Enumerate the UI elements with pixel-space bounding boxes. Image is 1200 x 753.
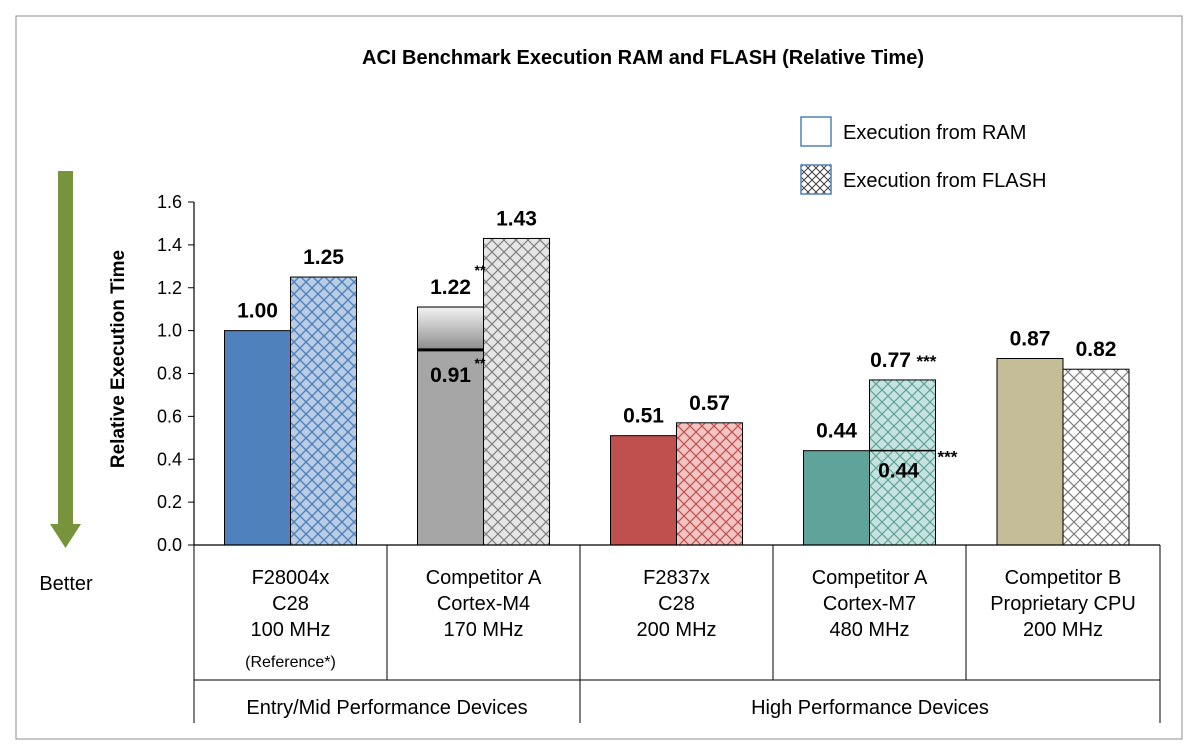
value-labels: 1.001.251.22**1.430.510.570.440.77 ***0.8… [237,207,1116,482]
x-tick-label: F28004x [252,567,330,589]
legend-label: Execution from FLASH [843,170,1046,192]
x-tick-label: Competitor A [426,567,542,589]
value-label-ram-4: 0.44 [816,420,857,443]
x-tick-label: C28 [272,593,309,615]
x-group-label: High Performance Devices [751,697,989,719]
y-tick-label: 0.2 [157,492,182,512]
x-tick-label: Cortex-M4 [437,593,530,615]
value-label-flash-5: 0.82 [1076,338,1117,361]
y-tick-label: 0.6 [157,406,182,426]
bar-flash-2 [483,237,550,546]
x-tick-label: C28 [658,593,695,615]
annotation-mark-2: *** [938,448,958,467]
legend: Execution from RAM Execution from FLASH [800,116,1046,195]
x-tick-note: (Reference*) [245,654,336,671]
x-tick-label: Competitor A [812,567,928,589]
value-label-flash-4: 0.77 [870,349,911,372]
value-label-ram-2: 1.22 [430,276,471,299]
bars [224,237,1130,546]
value-mark-flash-4: *** [917,352,937,371]
x-tick-label: 100 MHz [250,619,330,641]
chart-border [15,15,1183,740]
y-tick-label: 0.4 [157,449,182,469]
x-tick-label: 170 MHz [443,619,523,641]
legend-swatch [800,116,832,147]
bar-ram-3 [610,435,677,546]
x-tick-label: Competitor B [1005,567,1122,589]
value-mark-ram-2: ** [475,262,486,278]
bar-ram-1 [224,330,291,546]
x-tick-label: 200 MHz [1023,619,1103,641]
chart-title: ACI Benchmark Execution RAM and FLASH (R… [362,47,924,69]
y-tick-label: 0.0 [157,535,182,555]
x-axis: F28004x C28 100 MHz (Reference*) Competitor … [193,544,1161,723]
y-tick-label: 1.0 [157,321,182,341]
x-tick-label: Cortex-M7 [823,593,916,615]
y-tick-label: 1.6 [157,192,182,212]
legend-swatch [800,164,832,195]
value-label-flash-3: 0.57 [689,392,730,415]
x-tick-label: 200 MHz [636,619,716,641]
better-label: Better [39,573,93,595]
bar-ram-2-range [417,306,484,351]
better-arrow [50,171,81,548]
bar-flash-4 [869,379,936,546]
legend-label: Execution from RAM [843,122,1026,144]
y-tick-label: 1.2 [157,278,182,298]
value-label-ram-1: 1.00 [237,300,278,323]
annotation-mark-1: ** [475,355,486,371]
x-group-label: Entry/Mid Performance Devices [246,697,527,719]
better-arrow-head [50,524,81,548]
y-tick-label: 1.4 [157,235,182,255]
annotation-label-1: 0.91 [430,364,471,387]
value-label-ram-5: 0.87 [1010,327,1051,350]
x-tick-label: F2837x [643,567,710,589]
y-axis: 0.0 0.2 0.4 0.6 0.8 1.0 1.2 1.4 1.6 [157,192,195,555]
y-tick-label: 0.8 [157,364,182,384]
x-tick-label: 480 MHz [829,619,909,641]
value-label-flash-1: 1.25 [303,246,344,269]
bar-ram-5 [996,357,1064,546]
y-axis-label: Relative Execution Time [108,250,129,468]
bar-flash-1 [290,276,357,546]
bar-flash-3 [676,422,743,546]
bar-ram-4 [803,450,870,546]
x-tick-label: Proprietary CPU [990,593,1136,615]
annotation-label-2: 0.44 [878,460,919,483]
value-label-flash-2: 1.43 [496,207,537,230]
better-arrow-shaft [58,171,73,524]
bar-flash-5 [1062,368,1130,546]
value-label-ram-3: 0.51 [623,405,664,428]
